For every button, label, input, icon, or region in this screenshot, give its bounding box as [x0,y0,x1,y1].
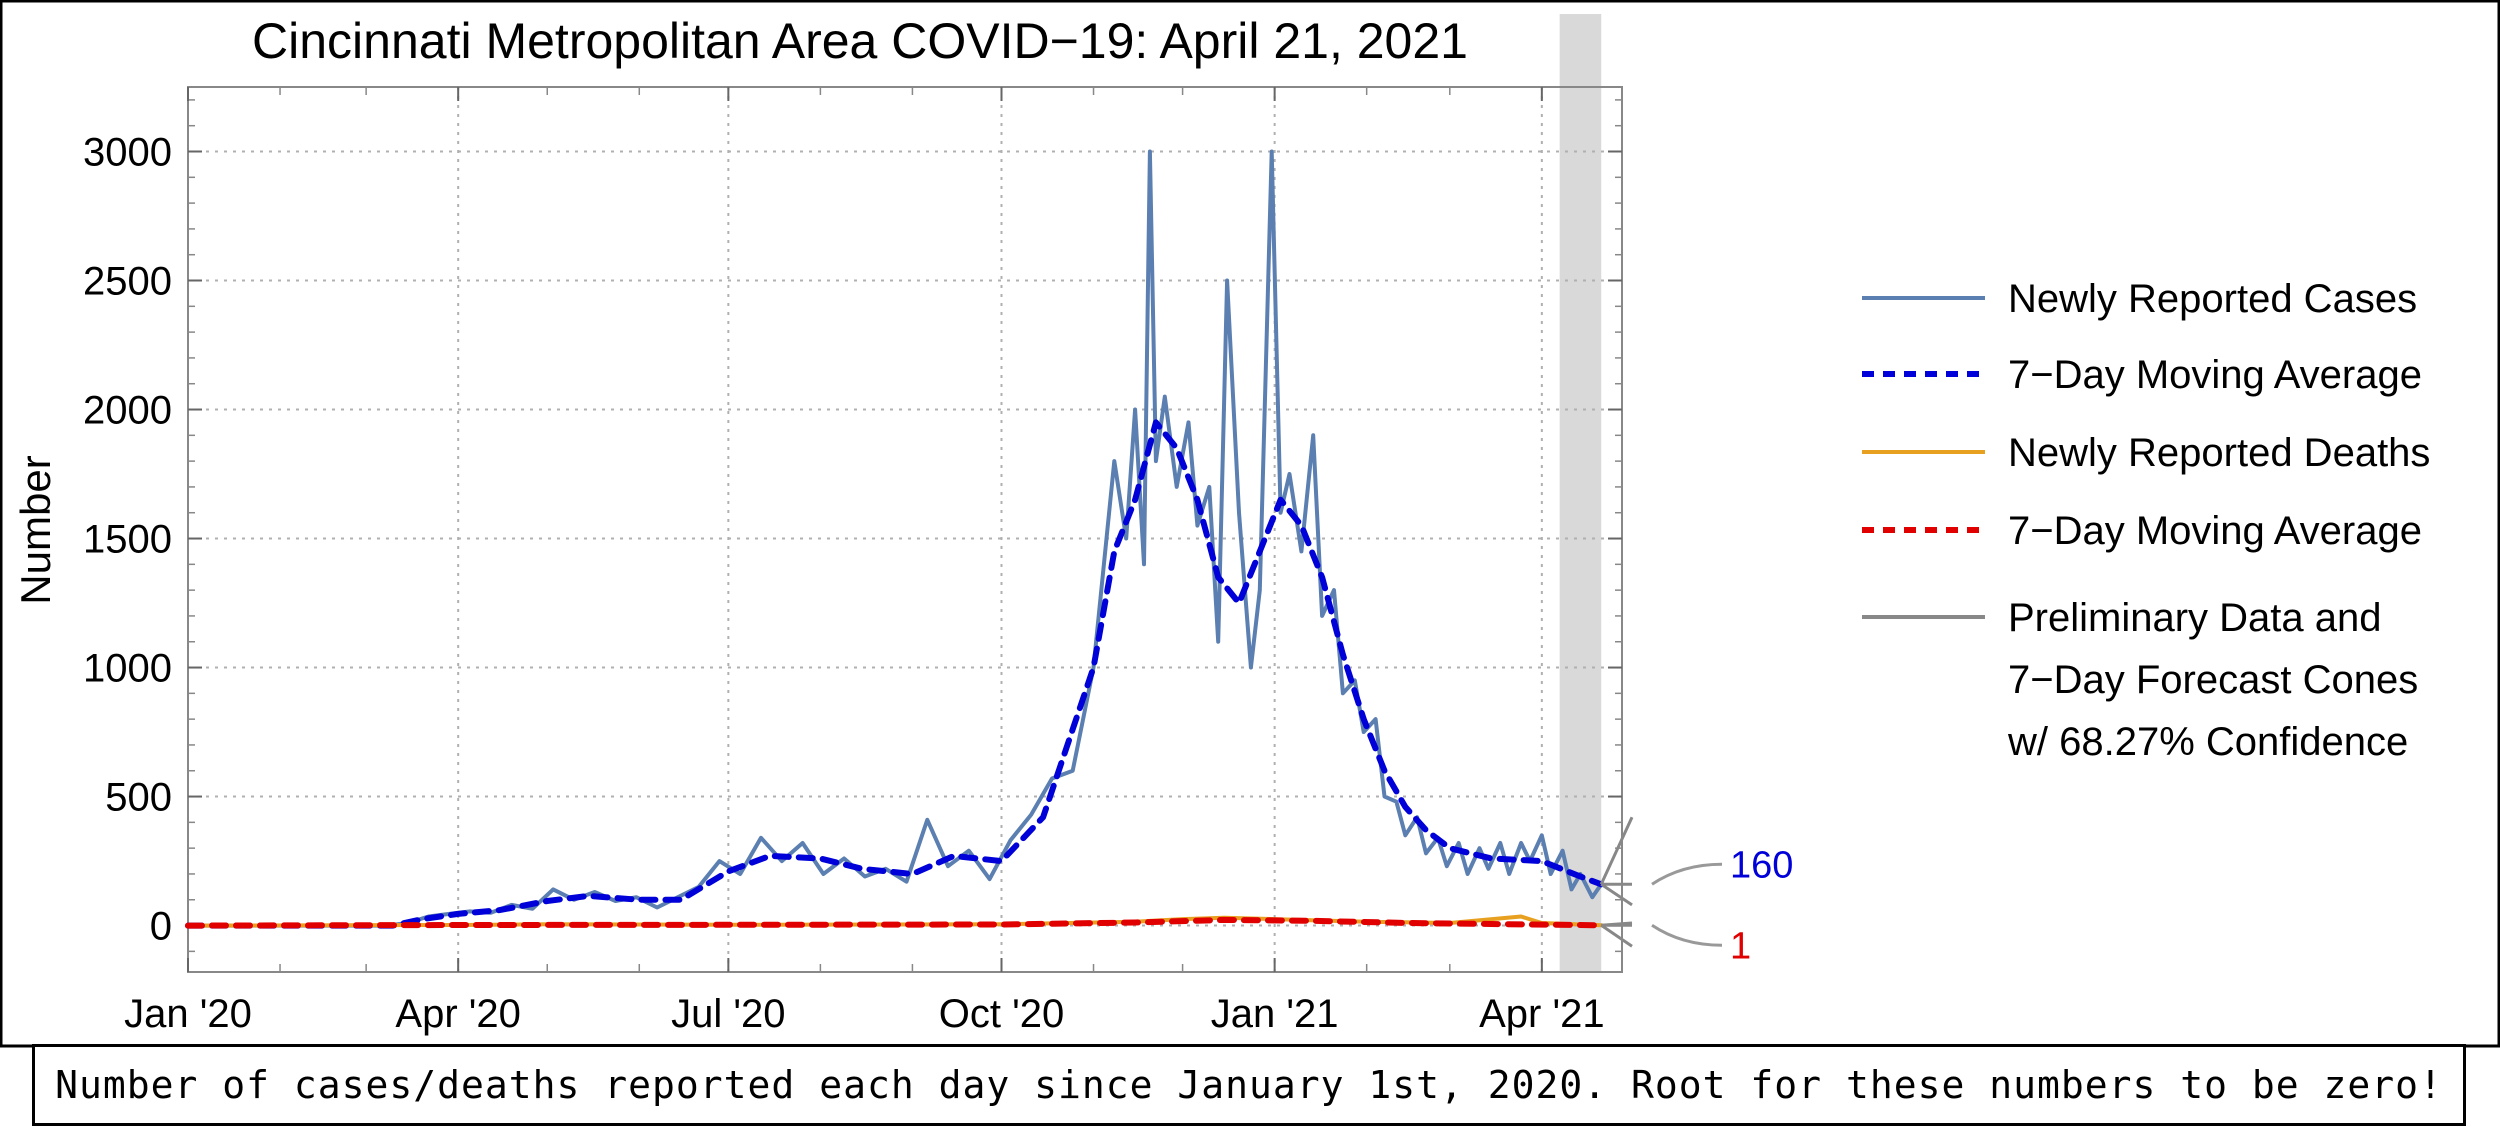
y-tick-label: 500 [105,776,172,820]
callout-line [1651,862,1723,886]
forecast-cone-deaths-lower [1600,924,1633,948]
chart-title: Cincinnati Metropolitan Area COVID−19: A… [252,13,1468,69]
preliminary-shade [1559,14,1602,972]
series-newly-reported-cases [186,149,1604,928]
caption-box: Number of cases/deaths reported each day… [32,1044,2466,1126]
x-tick-label: Apr '20 [395,992,521,1036]
x-tick-label: Apr '21 [1479,992,1605,1036]
plot-frame [187,86,1623,973]
callout-label: 160 [1730,844,1793,886]
legend-deaths-label: Newly Reported Deaths [2008,431,2430,475]
x-tick-label: Oct '20 [939,992,1064,1036]
chart-border [0,0,2500,1048]
y-tick-label: 2500 [83,260,172,304]
y-tick-label: 1000 [83,647,172,691]
plot-area: 0 500 1000 1500 2000 2500 3000 Jan '20 Apr '20 Ju… [83,14,1793,1036]
legend-preliminary-label: w/ 68.27% Confidence [2007,720,2408,764]
series-deaths-7day-average [185,916,1605,929]
y-tick-label: 1500 [83,518,172,562]
legend-preliminary-label: Preliminary Data and [2008,596,2382,640]
y-tick-label: 2000 [83,389,172,433]
legend: Newly Reported Cases 7−Day Moving Average… [1862,277,2430,764]
series-cases-7day-average [185,419,1605,929]
forecast-cone-cases-upper [1599,816,1634,885]
y-axis-label: Number [12,455,59,604]
callout-line [1651,924,1723,947]
y-tick-label: 0 [150,905,172,949]
x-tick-label: Jan '20 [124,992,252,1036]
forecast-cone-cases-lower [1600,883,1633,907]
x-tick-label: Jul '20 [671,992,785,1036]
legend-preliminary-label: 7−Day Forecast Cones [2008,658,2418,702]
x-tick-label: Jan '21 [1211,992,1339,1036]
callout-label: 1 [1730,925,1751,967]
legend-deaths-avg-label: 7−Day Moving Average [2008,509,2422,553]
legend-cases-avg-label: 7−Day Moving Average [2008,353,2422,397]
caption-text: Number of cases/deaths reported each day… [55,1063,2443,1107]
legend-cases-label: Newly Reported Cases [2008,277,2417,321]
y-tick-label: 3000 [83,131,172,175]
